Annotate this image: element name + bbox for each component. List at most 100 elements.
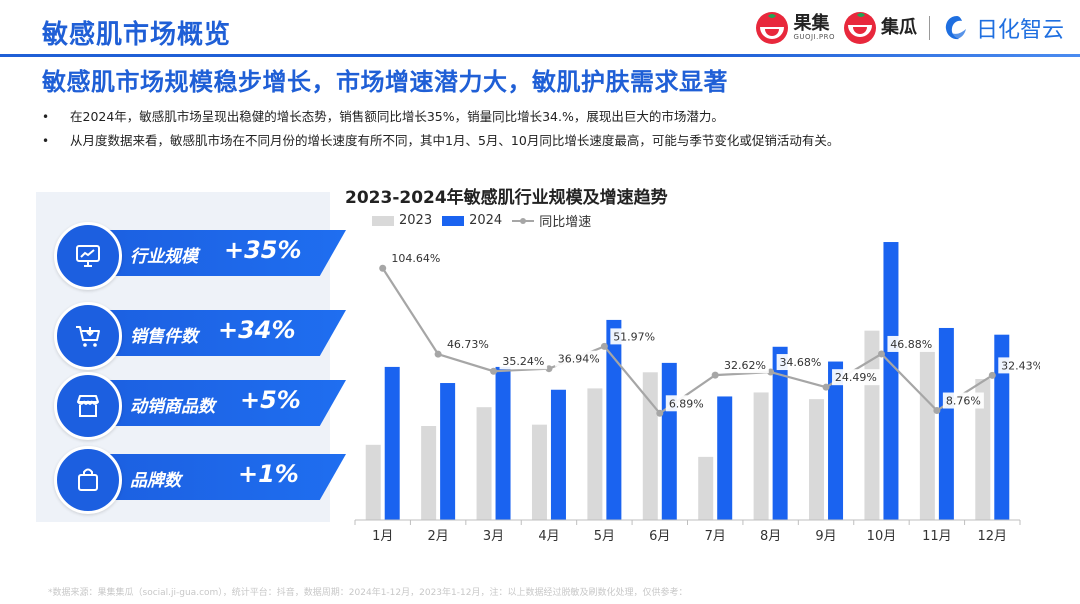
kpi-label: 销售件数: [130, 327, 198, 347]
footnote: *数据来源：果集集瓜（social.ji-gua.com），统计平台：抖音，数据…: [48, 588, 688, 598]
kpi-label: 行业规模: [130, 247, 198, 267]
growth-data-label: 104.64%: [391, 252, 440, 265]
header-divider: [0, 54, 1080, 57]
growth-data-label: 51.97%: [613, 330, 655, 343]
growth-label-bg: [554, 350, 603, 367]
kpi-icon-circle: [54, 372, 122, 440]
x-tick-label: 9月: [815, 529, 836, 544]
growth-data-label: 36.94%: [558, 353, 600, 366]
kpi-label: 动销商品数: [130, 397, 215, 417]
kpi-value: +35%: [224, 236, 302, 264]
growth-point: [877, 350, 885, 358]
jigua-logo: 集瓜: [843, 11, 917, 45]
growth-point: [767, 368, 775, 376]
x-tick-label: 4月: [538, 529, 559, 544]
kpi-panel: 行业规模 +35% 销售件数 +34% 动销商品数 +5%: [36, 192, 346, 522]
growth-data-label: 6.89%: [669, 397, 704, 410]
bar-2024: [994, 334, 1010, 520]
growth-point: [379, 264, 387, 272]
x-tick-label: 11月: [922, 529, 952, 544]
headline: 敏感肌市场规模稳步增长，市场增速潜力大，敏肌护肤需求显著: [42, 68, 728, 96]
legend-swatch-2023: [372, 215, 394, 226]
guoji-logo-sub: GUOJI.PRO: [793, 33, 835, 41]
chart-canvas: 1月 2月 3月 4月 5月 6月 7月 8月 9月 10月 11月 12月 104.64% 46.73%…: [354, 242, 1040, 544]
x-tick-label: 6月: [649, 529, 670, 544]
growth-label-bg: [832, 369, 880, 386]
jigua-logo-text: 集瓜: [880, 17, 917, 38]
shopping-bag-icon: [78, 468, 98, 491]
bar-2024: [550, 389, 566, 520]
kpi-label: 品牌数: [130, 471, 181, 491]
growth-point: [933, 407, 941, 415]
growth-label-bg: [665, 395, 707, 412]
bar-2023: [421, 426, 437, 520]
bar-2023: [476, 407, 492, 520]
bullet-item: 在2024年，敏感肌市场呈现出稳健的增长态势，销售额同比增长35%，销量同比增长…: [42, 105, 1042, 129]
kpi-sales-units: 销售件数 +34%: [54, 302, 346, 370]
bar-2023: [919, 345, 935, 520]
bar-2024: [440, 383, 456, 520]
legend-label: 同比增速: [539, 215, 592, 230]
growth-label-bg: [887, 335, 936, 352]
shopping-cart-icon: [76, 326, 100, 347]
bar-2024: [772, 346, 788, 520]
growth-point: [600, 342, 608, 350]
monitor-chart-icon: [76, 245, 100, 267]
growth-data-label: 32.62%: [724, 359, 766, 372]
chart-legend: 2023 2024 同比增速: [372, 211, 591, 230]
legend-line-growth: [512, 215, 535, 227]
kpi-value: +34%: [218, 316, 296, 344]
x-tick-label: 10月: [867, 529, 897, 544]
bar-2023: [531, 424, 547, 520]
kpi-band: [84, 230, 346, 276]
legend-item-growth: 同比增速: [512, 211, 591, 230]
kpi-value: +5%: [240, 386, 301, 414]
growth-line: [381, 267, 993, 415]
bar-2023: [365, 444, 381, 520]
growth-data-label: 32.43%: [1001, 359, 1040, 372]
bar-2024: [606, 319, 622, 520]
page-title: 敏感肌市场概览: [42, 20, 232, 50]
bar-2024: [938, 327, 954, 520]
rihua-logo-text: 日化智云: [975, 18, 1064, 43]
x-tick-label: 8月: [760, 529, 781, 544]
bar-2023: [809, 399, 825, 520]
growth-label-bg: [776, 354, 825, 371]
growth-label-bg: [610, 328, 658, 345]
kpi-icon-circle: [54, 222, 122, 290]
legend-item-2024: 2024: [442, 213, 502, 228]
bar-2023: [587, 388, 603, 520]
kpi-value: +1%: [238, 460, 299, 488]
growth-label-bg: [444, 336, 492, 353]
kpi-industry-scale: 行业规模 +35%: [54, 222, 346, 290]
bar-2024: [495, 366, 511, 520]
growth-point: [822, 383, 830, 391]
legend-swatch-2024: [442, 215, 465, 226]
growth-point: [545, 365, 553, 373]
growth-label-bg: [499, 353, 548, 370]
legend-item-2023: 2023: [372, 213, 432, 228]
growth-point: [434, 350, 442, 358]
x-tick-label: 2月: [427, 529, 448, 544]
growth-data-label: 35.24%: [502, 355, 544, 368]
kpi-band: [84, 454, 346, 500]
growth-label-bg: [721, 357, 769, 374]
bar-2024: [828, 361, 844, 520]
storefront-icon: [77, 395, 99, 417]
kpi-active-products: 动销商品数 +5%: [54, 372, 346, 440]
bar-2024: [883, 242, 899, 520]
growth-point: [711, 371, 719, 379]
kpi-icon-circle: [54, 302, 122, 370]
bullet-list: 在2024年，敏感肌市场呈现出稳健的增长态势，销售额同比增长35%，销量同比增长…: [42, 105, 1042, 153]
kpi-brand-count: 品牌数 +1%: [54, 446, 346, 514]
growth-point: [490, 367, 498, 375]
growth-label-bg: [388, 250, 443, 267]
chart-title: 2023-2024年敏感肌行业规模及增速趋势: [345, 188, 668, 208]
rihua-logo-icon: [945, 16, 966, 40]
legend-label: 2023: [399, 213, 433, 228]
jigua-logo-icon: [843, 12, 876, 44]
bar-2023: [753, 392, 769, 520]
growth-data-label: 34.68%: [779, 356, 821, 369]
growth-data-label: 46.73%: [447, 338, 489, 351]
bar-2023: [642, 372, 658, 520]
